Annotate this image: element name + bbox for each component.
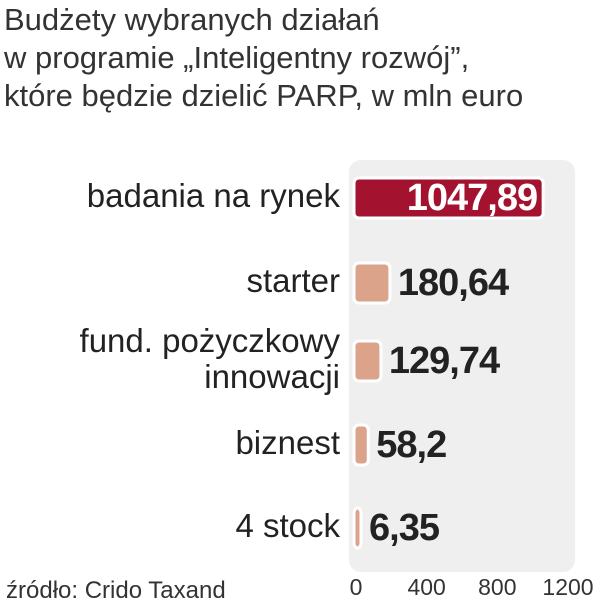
category-label: 4 stock	[235, 507, 340, 544]
value-label: 1047,89	[407, 177, 537, 219]
bar	[352, 261, 392, 305]
category-label: starter	[246, 262, 340, 299]
value-label: 180,64	[398, 262, 509, 304]
category-label: biznest	[235, 424, 340, 461]
value-label: 6,35	[369, 507, 440, 549]
category-label: badania na rynek	[87, 177, 341, 214]
x-tick-label: 0	[350, 574, 363, 600]
bar	[352, 339, 383, 383]
plot-background	[349, 160, 575, 572]
x-tick-label: 400	[407, 574, 445, 600]
bar	[352, 176, 545, 220]
bar	[352, 423, 370, 467]
bar	[352, 506, 363, 550]
value-label: 58,2	[376, 424, 446, 466]
chart-title: Budżety wybranych działań w programie „In…	[3, 2, 523, 113]
category-label: fund. pożyczkowy innowacji	[80, 322, 341, 395]
x-tick-label: 800	[478, 574, 516, 600]
value-label: 129,74	[389, 340, 500, 382]
source: źródło: Crido Taxand	[6, 577, 226, 604]
x-tick-label: 1200	[542, 574, 593, 600]
